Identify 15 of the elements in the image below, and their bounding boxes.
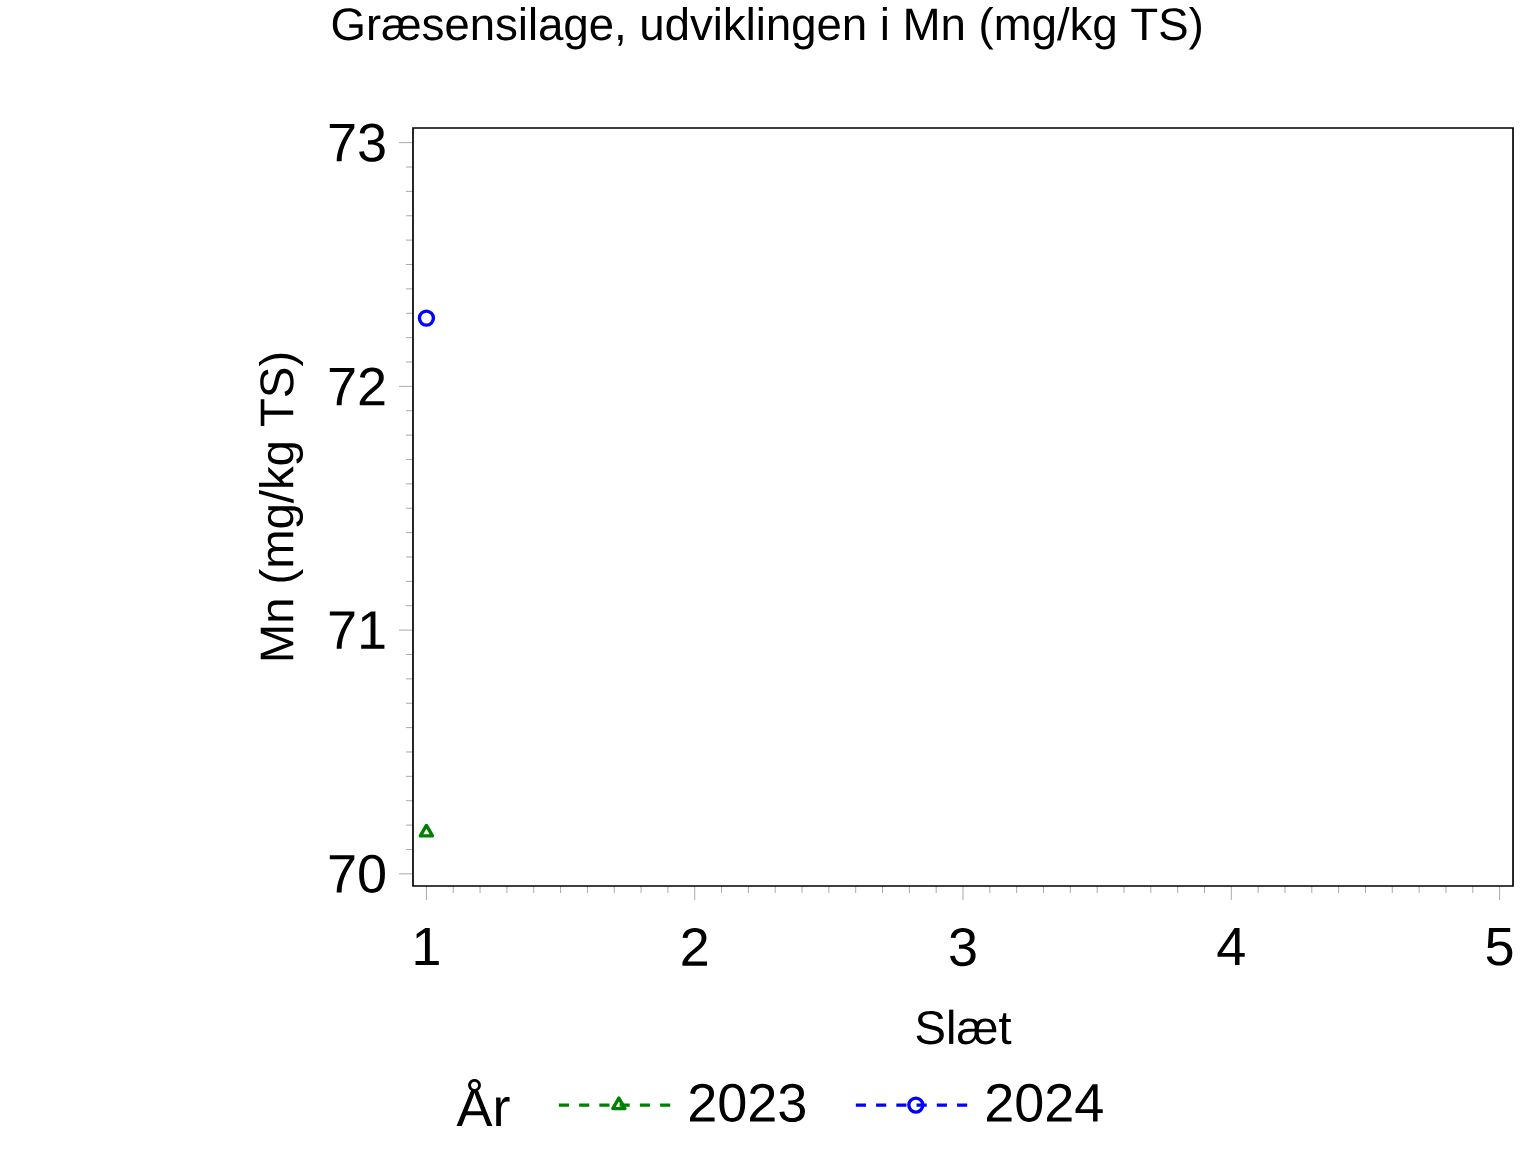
y-tick-label: 73 [329, 123, 385, 162]
x-tick-label: 4 [1217, 927, 1245, 966]
legend-label: 2024 [986, 1083, 1103, 1122]
chart-title: Græsensilage, udviklingen i Mn (mg/kg TS) [332, 6, 1201, 50]
x-axis-title: Slæt [916, 1009, 1012, 1045]
x-tick-label: 3 [950, 927, 976, 967]
x-tick-label: 1 [415, 927, 439, 966]
x-tick-label: 2 [682, 927, 708, 966]
legend-label: 2023 [690, 1083, 805, 1122]
legend-title: År [456, 1079, 510, 1127]
x-tick-label: 5 [1486, 927, 1513, 966]
y-tick-label: 72 [329, 367, 385, 406]
y-tick-label: 70 [329, 854, 385, 893]
y-tick-label: 71 [329, 611, 385, 649]
y-axis-title: Mn (mg/kg TS) [258, 353, 304, 660]
